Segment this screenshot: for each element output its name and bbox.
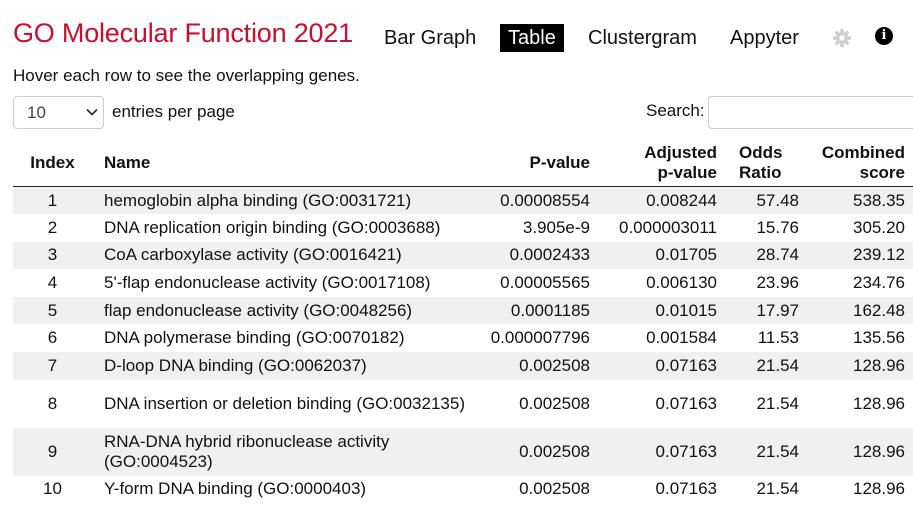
column-header-name[interactable]: Name (92, 140, 477, 187)
cell-name: 5'-flap endonuclease activity (GO:001710… (104, 273, 431, 293)
cell-combined-score: 305.20 (853, 217, 905, 237)
cell-name: CoA carboxylase activity (GO:0016421) (92, 241, 477, 270)
cell-odds-ratio: 21.54 (756, 393, 799, 413)
cell-adjusted-pvalue: 0.07163 (655, 479, 717, 499)
cell-index: 4 (47, 273, 58, 293)
tab-table[interactable]: Table (500, 24, 564, 52)
cell-index: 7 (13, 352, 92, 380)
cell-index: 2 (47, 217, 58, 237)
cell-odds-ratio: 21.54 (725, 352, 807, 380)
cell-adjusted-pvalue: 0.01705 (598, 241, 725, 270)
column-header-adjusted-pvalue[interactable]: Adjusted p-value (598, 140, 725, 187)
cell-adjusted-pvalue: 0.000003011 (618, 217, 717, 237)
chevron-down-icon (86, 108, 98, 116)
cell-index: 9 (13, 427, 92, 476)
column-header-combined-score[interactable]: Combined score (807, 140, 913, 187)
cell-odds-ratio: 57.48 (725, 186, 807, 215)
column-header-index[interactable]: Index (13, 140, 92, 187)
cell-adjusted-pvalue: 0.01015 (598, 296, 725, 325)
cell-adjusted-pvalue: 0.008244 (598, 186, 725, 215)
cell-name: hemoglobin alpha binding (GO:0031721) (92, 186, 477, 215)
gear-icon[interactable] (832, 28, 852, 48)
page-title: GO Molecular Function 2021 (13, 18, 353, 48)
results-table: Index Name P-value Adjusted p-value Odds… (13, 140, 913, 503)
cell-combined-score: 128.96 (807, 352, 913, 380)
cell-name: DNA insertion or deletion binding (GO:00… (104, 393, 465, 413)
cell-combined-score: 128.96 (807, 427, 913, 476)
table-row[interactable]: 1 hemoglobin alpha binding (GO:0031721) … (13, 186, 913, 215)
cell-name: DNA polymerase binding (GO:0070182) (104, 328, 405, 348)
cell-combined-score: 234.76 (853, 273, 905, 293)
cell-pvalue: 0.002508 (477, 427, 598, 476)
cell-index: 1 (13, 186, 92, 215)
cell-adjusted-pvalue: 0.07163 (598, 427, 725, 476)
cell-pvalue: 0.002508 (519, 479, 590, 499)
cell-index: 3 (13, 241, 92, 270)
entries-per-page-label: entries per page (112, 102, 235, 121)
cell-odds-ratio: 21.54 (756, 479, 799, 499)
cell-pvalue: 0.0002433 (477, 241, 598, 270)
cell-pvalue: 0.002508 (519, 393, 590, 413)
cell-odds-ratio: 21.54 (725, 427, 807, 476)
search-label: Search: (646, 101, 705, 120)
tab-clustergram[interactable]: Clustergram (588, 27, 697, 49)
hover-instructions: Hover each row to see the overlapping ge… (13, 66, 360, 85)
table-row[interactable]: 4 5'-flap endonuclease activity (GO:0017… (13, 269, 913, 297)
tab-bar-graph[interactable]: Bar Graph (384, 27, 477, 49)
cell-pvalue: 3.905e-9 (522, 217, 590, 237)
table-row[interactable]: 7 D-loop DNA binding (GO:0062037) 0.0025… (13, 352, 913, 380)
cell-adjusted-pvalue: 0.07163 (655, 393, 717, 413)
column-header-odds-ratio[interactable]: Odds Ratio (725, 140, 807, 187)
cell-adjusted-pvalue: 0.006130 (646, 273, 717, 293)
cell-pvalue: 0.002508 (477, 352, 598, 380)
cell-combined-score: 128.96 (853, 393, 905, 413)
table-row[interactable]: 8 DNA insertion or deletion binding (GO:… (13, 380, 913, 428)
cell-combined-score: 239.12 (807, 241, 913, 270)
cell-pvalue: 0.00005565 (500, 273, 590, 293)
entries-per-page-select[interactable]: 10 (13, 96, 104, 129)
table-header-row: Index Name P-value Adjusted p-value Odds… (13, 140, 913, 187)
cell-pvalue: 0.000007796 (490, 328, 590, 348)
cell-odds-ratio: 15.76 (756, 217, 799, 237)
cell-combined-score: 135.56 (853, 328, 905, 348)
entries-selected-value: 10 (27, 103, 46, 122)
cell-odds-ratio: 23.96 (756, 273, 799, 293)
cell-name: D-loop DNA binding (GO:0062037) (92, 352, 477, 380)
info-icon[interactable]: i (875, 27, 893, 45)
cell-index: 6 (47, 328, 58, 348)
cell-pvalue: 0.0001185 (477, 296, 598, 325)
cell-name: flap endonuclease activity (GO:0048256) (92, 296, 477, 325)
cell-odds-ratio: 11.53 (757, 328, 799, 348)
cell-combined-score: 128.96 (853, 479, 905, 499)
cell-index: 8 (47, 393, 58, 413)
table-row[interactable]: 6 DNA polymerase binding (GO:0070182) 0.… (13, 324, 913, 352)
table-row[interactable]: 2 DNA replication origin binding (GO:000… (13, 214, 913, 242)
tab-appyter[interactable]: Appyter (730, 27, 799, 49)
cell-name: DNA replication origin binding (GO:00036… (104, 217, 441, 237)
cell-odds-ratio: 17.97 (725, 296, 807, 325)
cell-pvalue: 0.00008554 (477, 186, 598, 215)
table-row[interactable]: 5 flap endonuclease activity (GO:0048256… (13, 296, 913, 325)
table-row[interactable]: 9 RNA-DNA hybrid ribonuclease activity (… (13, 427, 913, 476)
cell-name: RNA-DNA hybrid ribonuclease activity (GO… (92, 427, 477, 476)
table-row[interactable]: 10 Y-form DNA binding (GO:0000403) 0.002… (13, 476, 913, 504)
cell-combined-score: 538.35 (807, 186, 913, 215)
cell-index: 10 (43, 479, 62, 499)
cell-name: Y-form DNA binding (GO:0000403) (104, 479, 367, 499)
cell-combined-score: 162.48 (807, 296, 913, 325)
search-input[interactable] (708, 96, 913, 129)
cell-adjusted-pvalue: 0.07163 (598, 352, 725, 380)
table-row[interactable]: 3 CoA carboxylase activity (GO:0016421) … (13, 241, 913, 270)
cell-odds-ratio: 28.74 (725, 241, 807, 270)
cell-adjusted-pvalue: 0.001584 (646, 328, 717, 348)
column-header-pvalue[interactable]: P-value (477, 140, 598, 187)
cell-index: 5 (13, 296, 92, 325)
